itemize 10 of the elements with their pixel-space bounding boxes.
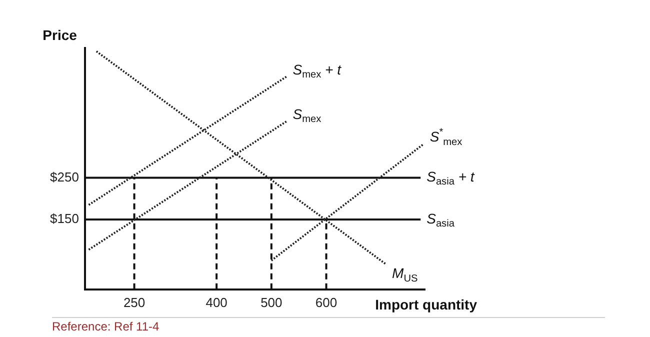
text: Reference: Ref 11-4	[52, 319, 160, 334]
y-axis-title: Price	[42, 26, 78, 43]
series-label: S*mex	[430, 126, 462, 148]
x-tick-label: 250	[123, 294, 146, 310]
x-axis-title: Import quantity	[375, 296, 478, 312]
y-tick-label: $250	[50, 169, 79, 184]
x-tick-label: 500	[260, 294, 282, 310]
x-tick-label: 400	[206, 294, 228, 310]
x-tick-label: 600	[315, 294, 338, 310]
y-tick-label: $150	[50, 211, 79, 226]
